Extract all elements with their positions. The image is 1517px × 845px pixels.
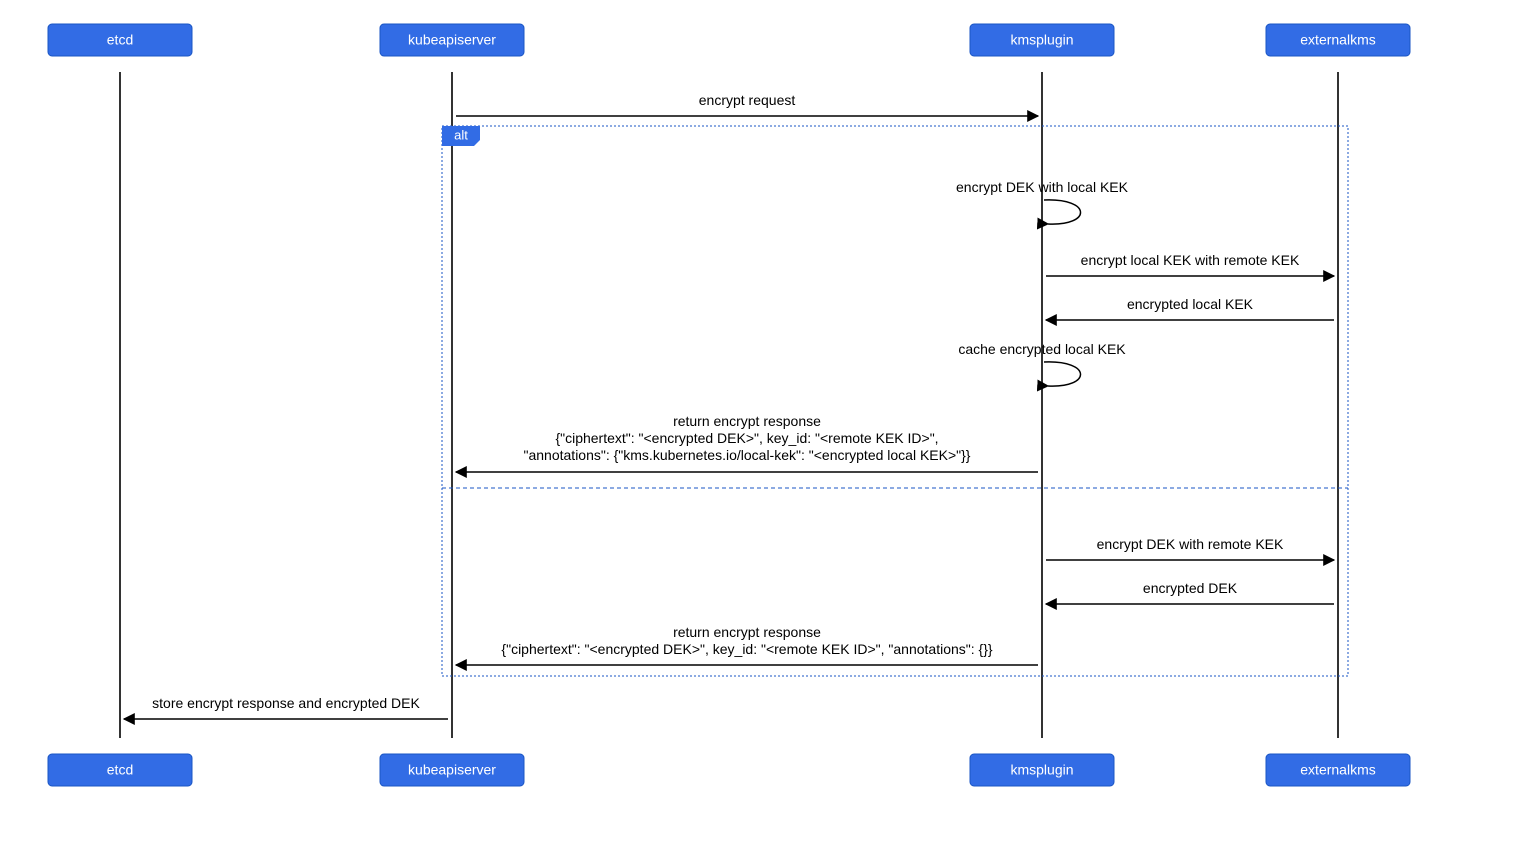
self-message-loop <box>1044 362 1081 386</box>
message-label: encrypt DEK with local KEK <box>956 179 1129 195</box>
message-label: return encrypt response <box>673 413 821 429</box>
alt-tag-label: alt <box>454 127 468 142</box>
participant-label-kubeapiserver-top: kubeapiserver <box>408 32 496 48</box>
sequence-diagram: alt encrypt request encrypt DEK with local… <box>0 0 1517 845</box>
message-label: encrypt local KEK with remote KEK <box>1081 252 1300 268</box>
self-message-loop <box>1044 200 1081 224</box>
message-label: {"ciphertext": "<encrypted DEK>", key_id… <box>555 430 938 446</box>
participant-label-etcd-top: etcd <box>107 32 133 48</box>
message-label: encrypted DEK <box>1143 580 1238 596</box>
message-label: encrypt DEK with remote KEK <box>1097 536 1284 552</box>
participant-label-externalkms-top: externalkms <box>1300 32 1375 48</box>
message-label: store encrypt response and encrypted DEK <box>152 695 420 711</box>
participant-label-externalkms-bottom: externalkms <box>1300 762 1375 778</box>
message-label: return encrypt response <box>673 624 821 640</box>
message-label: {"ciphertext": "<encrypted DEK>", key_id… <box>501 641 992 657</box>
participant-label-etcd-bottom: etcd <box>107 762 133 778</box>
message-label: encrypt request <box>699 92 796 108</box>
participant-label-kmsplugin-top: kmsplugin <box>1010 32 1073 48</box>
participant-label-kubeapiserver-bottom: kubeapiserver <box>408 762 496 778</box>
message-label: encrypted local KEK <box>1127 296 1254 312</box>
participant-label-kmsplugin-bottom: kmsplugin <box>1010 762 1073 778</box>
message-label: cache encrypted local KEK <box>958 341 1126 357</box>
message-label: "annotations": {"kms.kubernetes.io/local… <box>524 447 971 463</box>
